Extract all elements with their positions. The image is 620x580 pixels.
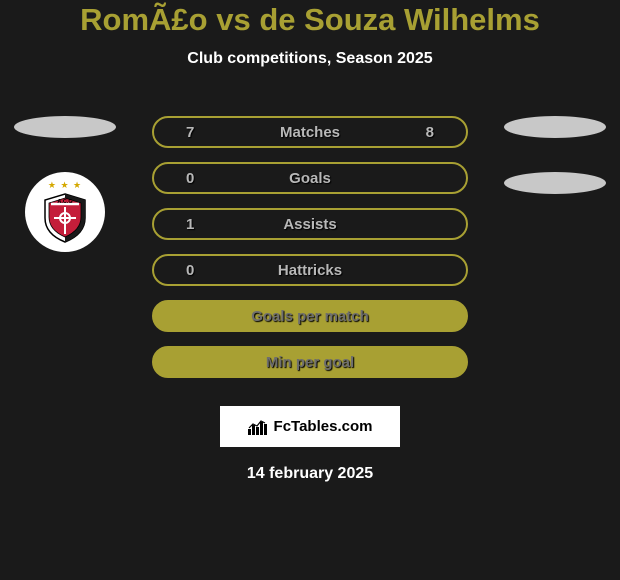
- badge-stars-icon: ★ ★ ★: [48, 180, 82, 191]
- stat-label: Hattricks: [278, 262, 342, 279]
- infographic-container: RomÃ£o vs de Souza Wilhelms Club competi…: [0, 0, 620, 580]
- stat-bar-hattricks: 0 Hattricks: [152, 254, 468, 286]
- stat-right-value: 8: [426, 124, 434, 141]
- stat-bar-matches: 7 Matches 8: [152, 116, 468, 148]
- page-title: RomÃ£o vs de Souza Wilhelms: [80, 2, 540, 38]
- stat-bar-min-per-goal: Min per goal: [152, 346, 468, 378]
- shield-icon: A.C.G: [41, 192, 89, 244]
- player-ellipse-right-1: [504, 116, 606, 138]
- stat-label: Assists: [283, 216, 336, 233]
- stat-left-value: 0: [186, 262, 194, 279]
- stat-bar-goals: 0 Goals: [152, 162, 468, 194]
- chart-icon: [248, 419, 268, 435]
- stat-label: Min per goal: [266, 354, 354, 371]
- stat-left-value: 0: [186, 170, 194, 187]
- player-ellipse-right-2: [504, 172, 606, 194]
- stat-left-value: 7: [186, 124, 194, 141]
- footer: FcTables.com 14 february 2025: [152, 406, 468, 483]
- date-text: 14 february 2025: [247, 465, 373, 483]
- logo-text: FcTables.com: [274, 418, 373, 435]
- stat-bar-assists: 1 Assists: [152, 208, 468, 240]
- right-column: [500, 116, 610, 483]
- content-row: ★ ★ ★ A.C.G 7 Ma: [0, 116, 620, 483]
- stat-label: Goals: [289, 170, 331, 187]
- stat-left-value: 1: [186, 216, 194, 233]
- player-ellipse-left: [14, 116, 116, 138]
- stat-label: Matches: [280, 124, 340, 141]
- stat-bar-goals-per-match: Goals per match: [152, 300, 468, 332]
- logo-box: FcTables.com: [220, 406, 401, 447]
- club-badge-left: ★ ★ ★ A.C.G: [25, 172, 105, 252]
- subtitle: Club competitions, Season 2025: [187, 50, 432, 68]
- svg-text:A.C.G: A.C.G: [57, 199, 72, 205]
- stats-column: 7 Matches 8 0 Goals 1 Assists 0 Hattrick…: [152, 116, 468, 483]
- left-column: ★ ★ ★ A.C.G: [10, 116, 120, 483]
- stat-label: Goals per match: [251, 308, 369, 325]
